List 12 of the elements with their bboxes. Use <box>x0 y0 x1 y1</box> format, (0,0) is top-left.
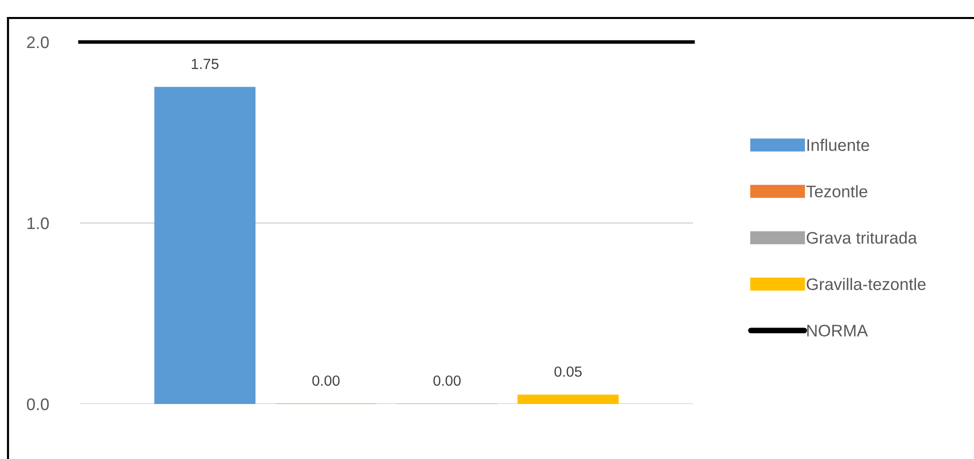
y-tick-label: 0.0 <box>26 398 49 410</box>
y-tick-label: 2.0 <box>27 36 49 48</box>
legend-label: Grava triturada <box>806 232 918 244</box>
data-label: 0.00 <box>433 376 461 386</box>
data-label: 0.05 <box>554 366 582 377</box>
legend-label: Tezontle <box>806 185 868 198</box>
legend-label: Gravilla-tezontle <box>806 278 926 290</box>
data-label: 1.75 <box>192 58 218 70</box>
legend-label: NORMA <box>807 324 868 337</box>
data-label: 0.00 <box>312 376 340 386</box>
y-tick-label: 1.0 <box>28 217 49 230</box>
legend-label: Influente <box>807 138 870 152</box>
